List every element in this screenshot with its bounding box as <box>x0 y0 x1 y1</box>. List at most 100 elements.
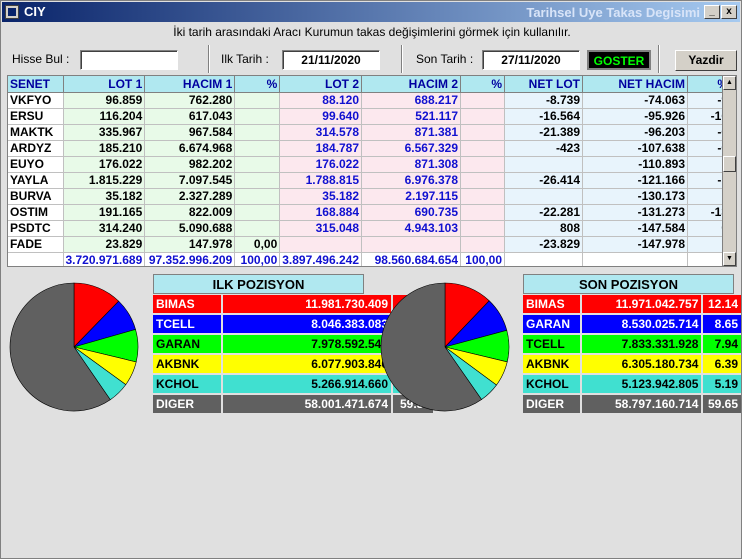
grid-cell: 982.202 <box>144 156 236 173</box>
grid-cell: 315.048 <box>279 220 362 237</box>
grid-cell: 871.308 <box>361 156 461 173</box>
grid-cell: -74.063 <box>582 92 688 109</box>
position-row[interactable]: AKBNK 6.305.180.734 6.39 <box>523 355 741 373</box>
grid-header-cell[interactable]: % <box>460 76 505 93</box>
table-row[interactable]: OSTIM 191.165 822.009 168.884 690.735 -22.281… <box>8 204 731 221</box>
son-tarih-field[interactable]: 27/11/2020 <box>482 50 580 70</box>
position-name: AKBNK <box>523 355 582 373</box>
grid-header-cell[interactable]: NET HACIM <box>582 76 688 93</box>
position-row[interactable]: DIGER 58.797.160.714 59.65 <box>523 395 741 413</box>
position-value: 58.001.471.674 <box>223 395 393 413</box>
grid-cell: -131.273 <box>582 204 688 221</box>
grid-cell: 88.120 <box>279 92 362 109</box>
window-title: CIY <box>24 4 46 19</box>
minimize-button[interactable]: _ <box>704 5 720 19</box>
table-row[interactable]: YAYLA 1.815.229 7.097.545 1.788.815 6.976.37… <box>8 172 731 189</box>
scroll-thumb[interactable] <box>723 156 736 172</box>
grid-cell: -121.166 <box>582 172 688 189</box>
table-row[interactable]: ARDYZ 185.210 6.674.968 184.787 6.567.329 -42… <box>8 140 731 157</box>
son-pozisyon-title: SON POZISYON <box>523 274 734 294</box>
grid-cell: 116.204 <box>63 108 146 125</box>
position-name: DIGER <box>523 395 582 413</box>
table-row[interactable]: VKFYO 96.859 762.280 88.120 688.217 -8.739 -74… <box>8 92 731 109</box>
grid-cell: 617.043 <box>144 108 236 125</box>
position-value: 7.833.331.928 <box>581 335 704 353</box>
grid-cell: 185.210 <box>63 140 146 157</box>
table-row[interactable]: BURVA 35.182 2.327.289 35.182 2.197.115 -130.… <box>8 188 731 205</box>
grid-header-cell[interactable]: HACIM 2 <box>361 76 461 93</box>
position-row[interactable]: BIMAS 11.971.042.757 12.14 <box>523 295 741 313</box>
grid-cell: 7.097.545 <box>144 172 236 189</box>
ilk-tarih-field[interactable]: 21/11/2020 <box>282 50 380 70</box>
totals-row: 3.720.971.689 97.352.996.209 100,00 3.897.4… <box>8 252 731 266</box>
grid-cell: 176.022 <box>279 156 362 173</box>
grid-cell <box>234 220 281 237</box>
grid-cell <box>234 204 281 221</box>
position-pct: 6.39 <box>703 355 741 373</box>
table-row[interactable]: ERSU 116.204 617.043 99.640 521.117 -16.564 -9… <box>8 108 731 125</box>
grid-cell: VKFYO <box>8 92 64 109</box>
grid-cell: 6.567.329 <box>361 140 461 157</box>
grid-cell <box>234 108 281 125</box>
son-pozisyon-table: BIMAS 11.971.042.757 12.14 GARAN 8.530.025.7… <box>523 293 741 415</box>
total-cell: 97.352.996.209 <box>144 252 236 266</box>
table-row[interactable]: EUYO 176.022 982.202 176.022 871.308 -110.893 <box>8 156 731 173</box>
table-row[interactable]: MAKTK 335.967 967.584 314.578 871.381 -21.389… <box>8 124 731 141</box>
grid-cell: -130.173 <box>582 188 688 205</box>
grid-header-cell[interactable]: LOT 1 <box>63 76 146 93</box>
position-row[interactable]: TCELL 7.833.331.928 7.94 <box>523 335 741 353</box>
grid-cell: 1.788.815 <box>279 172 362 189</box>
grid-header-cell[interactable]: HACIM 1 <box>144 76 236 93</box>
grid-cell: YAYLA <box>8 172 64 189</box>
grid-header-cell[interactable]: NET LOT <box>504 76 583 93</box>
position-name: KCHOL <box>523 375 582 393</box>
hisse-search-input[interactable] <box>80 50 178 70</box>
position-name: AKBNK <box>153 355 223 373</box>
position-value: 6.077.903.840 <box>223 355 393 373</box>
son-tarih-label: Son Tarih : <box>416 52 474 66</box>
grid-cell: 23.829 <box>63 236 146 253</box>
grid-cell: 191.165 <box>63 204 146 221</box>
table-row[interactable]: FADE 23.829 147.978 0,00 -23.829 -147.978 <box>8 236 731 253</box>
position-row[interactable]: DIGER 58.001.471.674 59.57 <box>153 395 433 413</box>
takas-grid[interactable]: SENET LOT 1 HACIM 1% LOT 2 HACIM 2% NET LOT NE… <box>7 75 737 267</box>
scroll-down-icon[interactable]: ▼ <box>723 252 736 266</box>
ilk-tarih-label: Ilk Tarih : <box>221 52 269 66</box>
grid-cell: 314.240 <box>63 220 146 237</box>
title-bar[interactable]: CIY Tarihsel Uye Takas Degisimi _ x <box>2 2 740 22</box>
table-row[interactable]: PSDTC 314.240 5.090.688 315.048 4.943.103 808… <box>8 220 731 237</box>
grid-cell: 6.674.968 <box>144 140 236 157</box>
grid-header-cell[interactable]: SENET <box>8 76 64 93</box>
yazdir-button[interactable]: Yazdir <box>675 50 737 71</box>
position-row[interactable]: GARAN 8.530.025.714 8.65 <box>523 315 741 333</box>
grid-cell: 96.859 <box>63 92 146 109</box>
grid-table: SENET LOT 1 HACIM 1% LOT 2 HACIM 2% NET LOT NE… <box>8 76 731 266</box>
app-icon[interactable] <box>5 5 19 19</box>
grid-cell <box>460 220 505 237</box>
grid-cell: 4.943.103 <box>361 220 461 237</box>
position-value: 58.797.160.714 <box>581 395 704 413</box>
goster-button[interactable]: GOSTER <box>587 50 651 70</box>
grid-cell: 99.640 <box>279 108 362 125</box>
grid-cell: -147.978 <box>582 236 688 253</box>
grid-cell: 1.815.229 <box>63 172 146 189</box>
grid-header-cell[interactable]: LOT 2 <box>279 76 362 93</box>
grid-cell: -26.414 <box>504 172 583 189</box>
scroll-up-icon[interactable]: ▲ <box>723 76 736 90</box>
ilk-pozisyon-title: ILK POZISYON <box>153 274 364 294</box>
grid-cell <box>687 188 731 205</box>
position-pct: 5.19 <box>703 375 741 393</box>
grid-cell: 335.967 <box>63 124 146 141</box>
grid-cell: -21.389 <box>504 124 583 141</box>
close-button[interactable]: x <box>721 5 737 19</box>
grid-cell: 314.578 <box>279 124 362 141</box>
grid-cell <box>234 92 281 109</box>
grid-header-cell[interactable]: % <box>234 76 281 93</box>
grid-cell <box>460 156 505 173</box>
grid-scrollbar[interactable]: ▲ ▼ <box>722 76 736 266</box>
position-row[interactable]: KCHOL 5.123.942.805 5.19 <box>523 375 741 393</box>
grid-cell <box>234 124 281 141</box>
grid-cell: 35.182 <box>63 188 146 205</box>
